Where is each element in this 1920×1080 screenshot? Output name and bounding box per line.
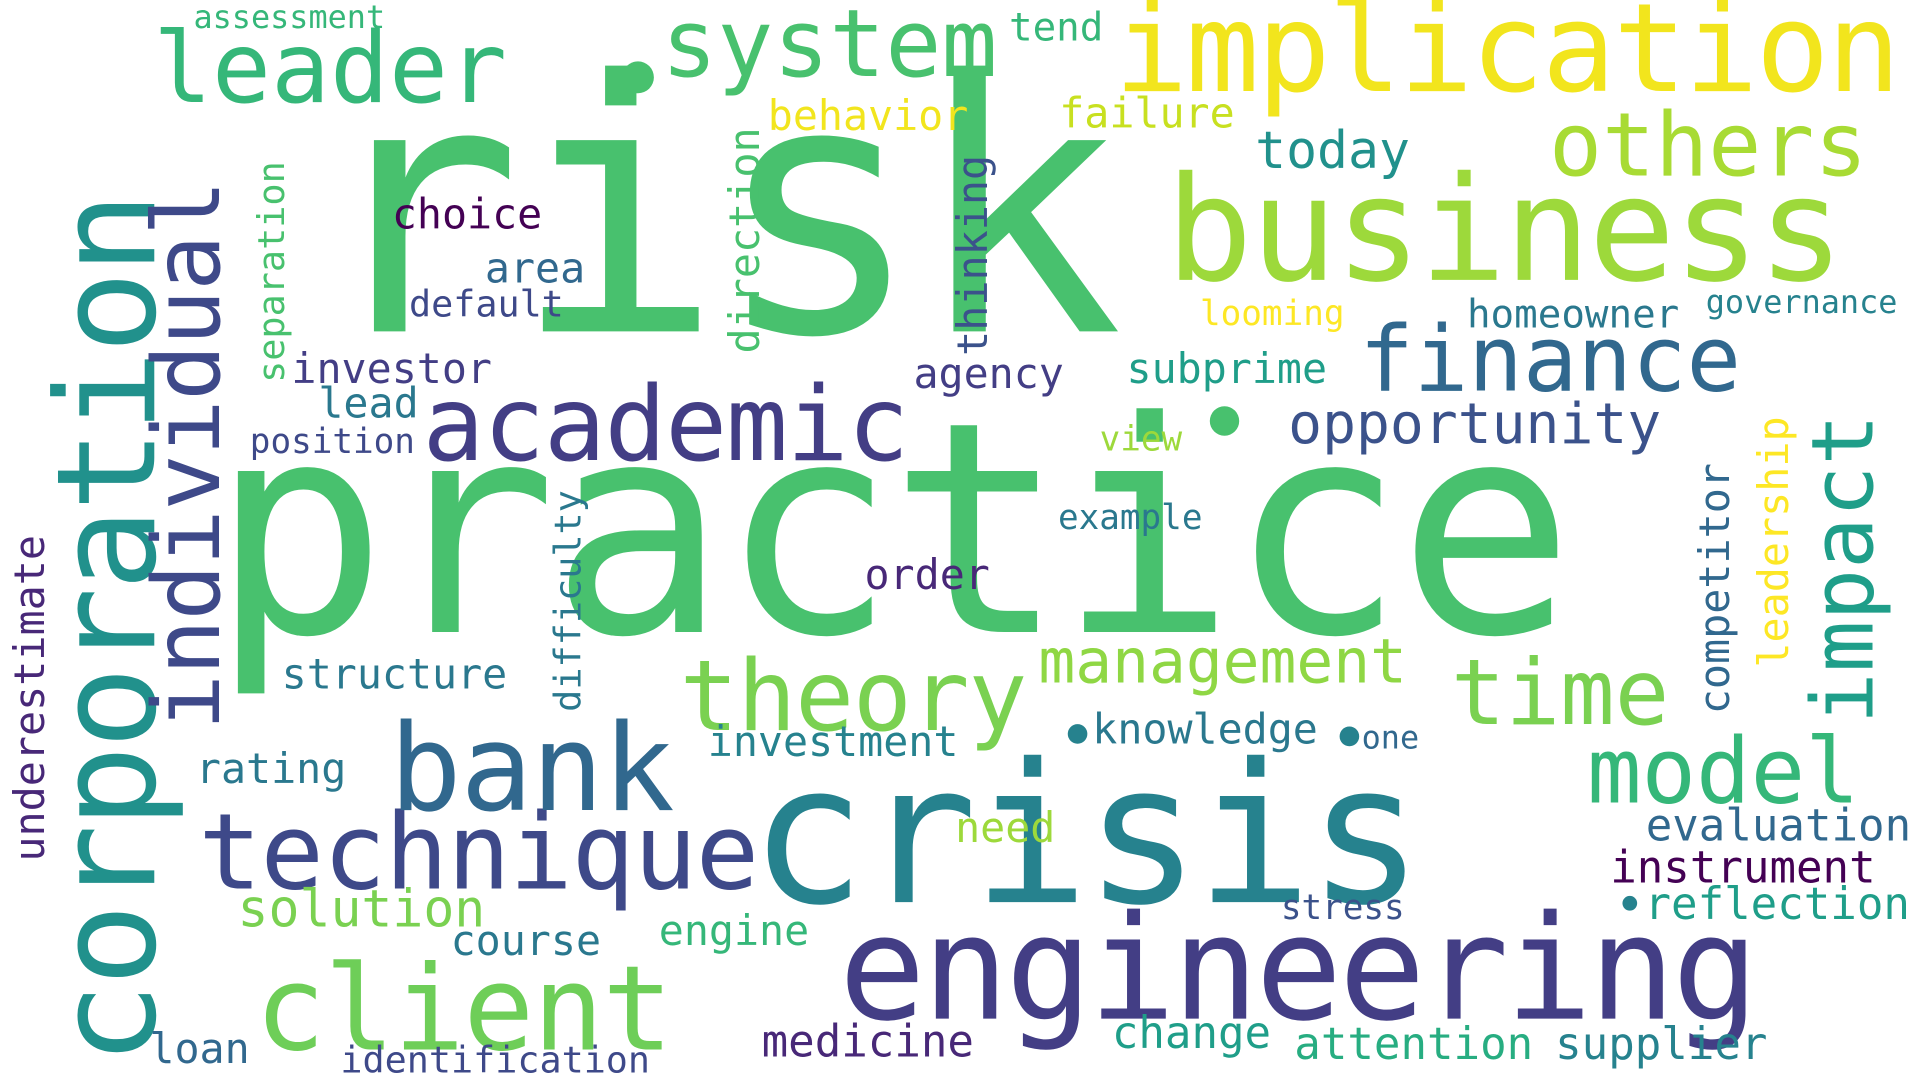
word-evaluation: evaluation xyxy=(1645,801,1912,852)
word-subprime: subprime xyxy=(1126,344,1328,394)
word-governance: governance xyxy=(1705,284,1898,322)
word-leader: leader xyxy=(153,11,507,126)
word-area: area xyxy=(484,244,586,294)
word-implication: implication xyxy=(1114,0,1900,121)
word-structure: structure xyxy=(281,650,508,700)
word-underestimate: underestimate xyxy=(6,534,56,862)
word-default: default xyxy=(408,283,564,327)
word-behavior: behavior xyxy=(767,92,969,142)
word-separation: separation xyxy=(251,161,294,383)
word-individual: individual xyxy=(132,180,242,731)
word-technique: technique xyxy=(198,791,759,915)
word-change: change xyxy=(1111,1008,1272,1060)
word-academic: academic xyxy=(422,364,909,485)
word-identification: identification xyxy=(340,1039,651,1080)
word-stress: stress xyxy=(1280,887,1405,928)
word-time: time xyxy=(1451,640,1670,747)
word-investor: investor xyxy=(291,344,492,394)
word-thinking: thinking xyxy=(948,154,998,356)
word-business: business xyxy=(1165,144,1845,315)
word-opportunity: opportunity xyxy=(1288,390,1662,457)
word-difficulty: difficulty xyxy=(547,490,591,712)
word-engine: engine xyxy=(658,906,810,957)
word-looming: looming xyxy=(1200,293,1345,334)
word-bank: bank xyxy=(389,699,674,840)
word-leadership: leadership xyxy=(1749,416,1799,668)
dot-4 xyxy=(1339,726,1360,747)
word-engineering: engineering xyxy=(838,883,1759,1054)
word-need: need xyxy=(955,803,1056,853)
word-homeowner: homeowner xyxy=(1466,290,1680,338)
word-failure: failure xyxy=(1059,89,1235,139)
word-medicine: medicine xyxy=(761,1017,974,1068)
word-example: example xyxy=(1057,497,1203,538)
word-crisis: crisis xyxy=(749,722,1423,949)
word-agency: agency xyxy=(913,349,1064,399)
word-competitor: competitor xyxy=(1691,463,1741,715)
word-knowledge: knowledge xyxy=(1092,705,1318,755)
word-order: order xyxy=(864,551,990,601)
word-one: one xyxy=(1361,720,1420,758)
word-management: management xyxy=(1038,625,1407,698)
word-supplier: supplier xyxy=(1555,1019,1768,1071)
word-loan: loan xyxy=(149,1024,250,1074)
word-system: system xyxy=(661,0,998,99)
word-finance: finance xyxy=(1359,306,1742,413)
word-investment: investment xyxy=(707,717,959,768)
word-choice: choice xyxy=(391,190,543,240)
word-view: view xyxy=(1099,418,1183,460)
word-reflection: reflection xyxy=(1644,879,1910,931)
word-tend: tend xyxy=(1008,3,1104,51)
word-position: position xyxy=(249,420,415,462)
word-assessment: assessment xyxy=(193,0,386,37)
word-rating: rating xyxy=(195,744,347,795)
word-theory: theory xyxy=(679,639,1028,754)
word-risk: risk xyxy=(312,7,1123,415)
word-direction: direction xyxy=(721,127,771,354)
word-instrument: instrument xyxy=(1610,843,1876,894)
word-course: course xyxy=(450,916,602,966)
word-impact: impact xyxy=(1792,413,1894,725)
word-solution: solution xyxy=(237,878,486,939)
word-attention: attention xyxy=(1294,1019,1534,1071)
word-model: model xyxy=(1586,719,1860,825)
word-today: today xyxy=(1255,120,1410,181)
dot-2 xyxy=(1209,406,1240,436)
dot-3 xyxy=(1067,724,1088,744)
dot-5 xyxy=(1622,895,1638,911)
dot-1 xyxy=(622,61,654,94)
word-client: client xyxy=(254,940,674,1078)
word-practice: practice xyxy=(210,358,1575,703)
word-others: others xyxy=(1548,93,1868,197)
word-lead: lead xyxy=(318,379,419,429)
